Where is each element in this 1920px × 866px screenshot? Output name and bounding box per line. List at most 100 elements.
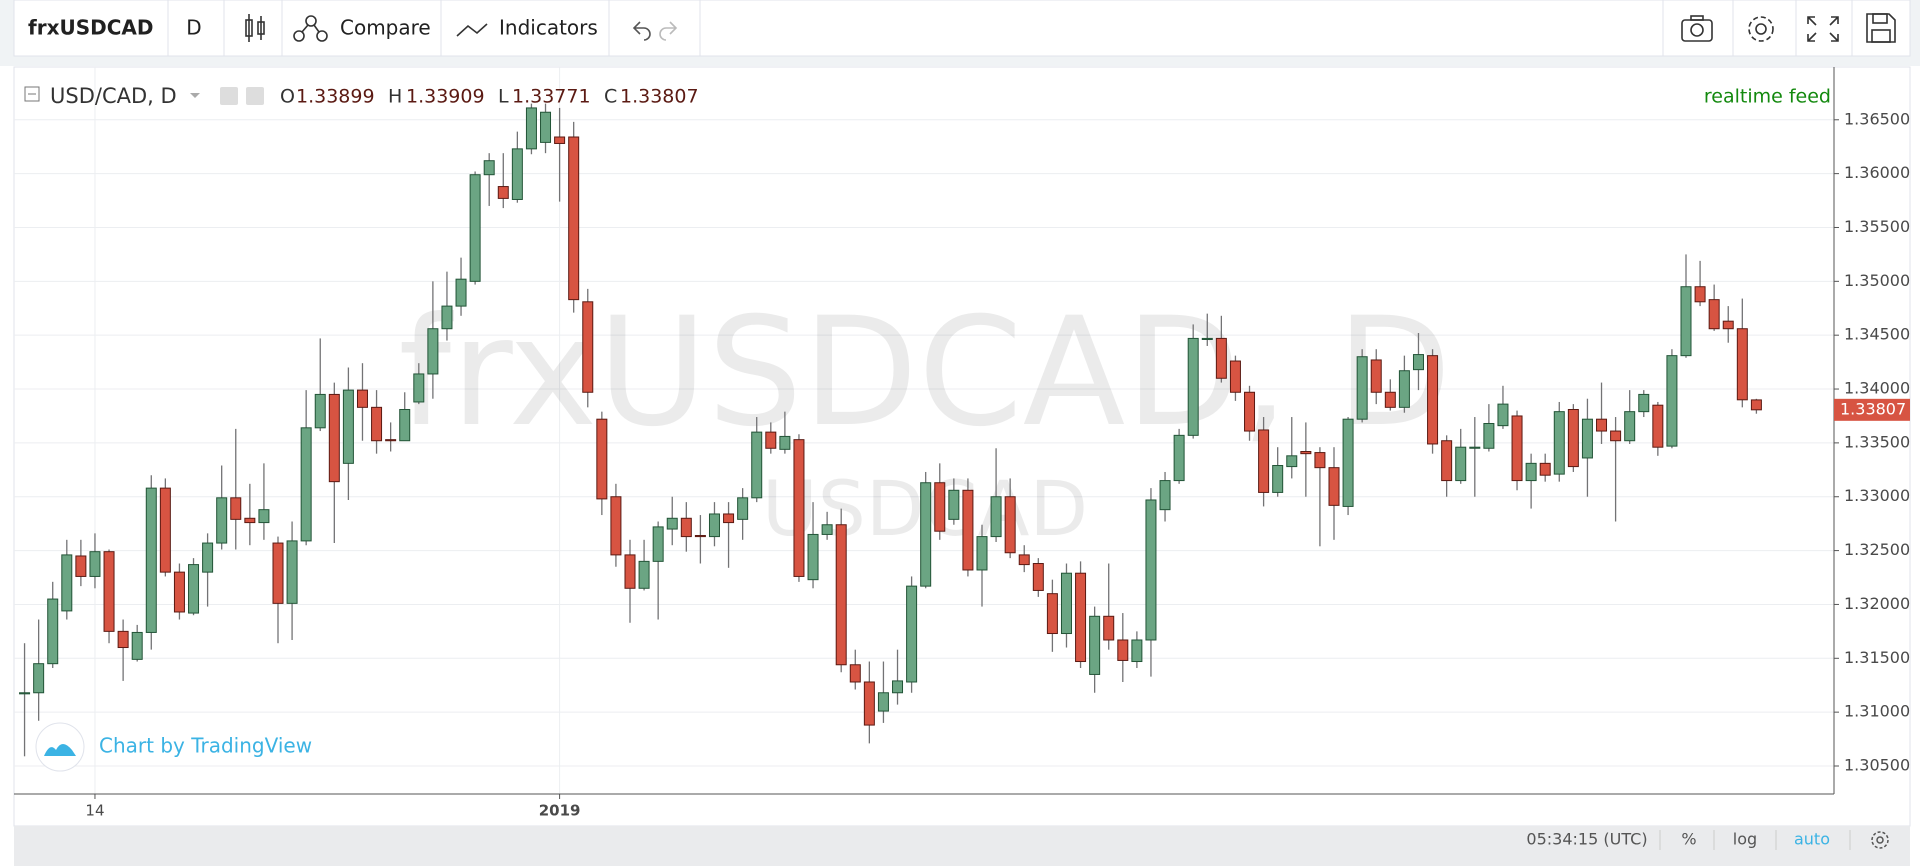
candle-body (1131, 639, 1143, 663)
series-menu[interactable] (190, 93, 200, 98)
candle-body (216, 497, 228, 544)
candle-body (1722, 320, 1734, 330)
x-tick-label: 2019 (539, 802, 581, 820)
candle-body (906, 585, 918, 683)
snapshot-button[interactable] (1681, 15, 1713, 42)
undo-button[interactable] (632, 21, 651, 41)
candle-body (849, 664, 861, 683)
save-button[interactable] (1866, 13, 1896, 43)
candle-body (511, 148, 523, 200)
auto-toggle[interactable]: auto (1794, 830, 1830, 849)
candle-body (1441, 440, 1453, 482)
candle-body (173, 571, 185, 613)
watermark: frxUSDCAD, D (398, 286, 1451, 460)
legend-label: L (498, 86, 509, 108)
legend-value: 1.33899 (296, 86, 375, 108)
candle-body (1060, 572, 1072, 635)
y-tick-label: 1.31000 (1844, 702, 1910, 721)
candle-body (497, 186, 509, 199)
candle-body (1680, 286, 1692, 357)
candle-body (1229, 360, 1241, 393)
y-tick-label: 1.35500 (1844, 217, 1910, 236)
settings-button[interactable] (1748, 16, 1774, 42)
percent-toggle[interactable]: % (1681, 830, 1696, 849)
candle-body (1497, 403, 1509, 427)
candle-body (61, 554, 73, 612)
y-tick-label: 1.32500 (1844, 540, 1910, 559)
legend-value: 1.33807 (620, 86, 699, 108)
compare-icon[interactable] (293, 15, 328, 42)
candle-body (413, 373, 425, 403)
candle-body (1089, 615, 1101, 675)
candle-body (1075, 572, 1087, 663)
candle-body (1187, 337, 1199, 436)
candle-body (1300, 451, 1312, 455)
candle-body (1286, 455, 1298, 468)
candle-body (1258, 429, 1270, 493)
indicators-button[interactable]: Indicators (499, 16, 598, 40)
compare-button[interactable]: Compare (340, 16, 431, 40)
interval-button[interactable]: D (186, 16, 201, 40)
toolbar (13, 0, 1911, 57)
chart-style-button[interactable] (245, 14, 265, 42)
candle-body (807, 533, 819, 581)
candle-body (131, 631, 143, 660)
log-toggle[interactable]: log (1733, 830, 1757, 849)
candle-body (765, 431, 777, 449)
candle-body (1117, 639, 1129, 661)
indicators-icon[interactable] (456, 23, 488, 37)
scale-settings[interactable] (1871, 831, 1889, 849)
candle-body (342, 389, 354, 464)
candle-body (258, 509, 270, 524)
candle-body (948, 489, 960, 520)
candle-body (821, 524, 833, 535)
candle-body (737, 497, 749, 520)
candle-body (638, 560, 650, 589)
candle-body (1032, 563, 1044, 591)
y-tick-label: 1.30500 (1844, 755, 1910, 774)
candle-body (1103, 615, 1115, 641)
candle-body (1736, 328, 1748, 401)
y-tick-label: 1.35000 (1844, 271, 1910, 290)
visibility-button[interactable] (220, 87, 238, 105)
candle-body (877, 692, 889, 712)
candle-body (1596, 418, 1608, 432)
grid (14, 67, 1834, 794)
candle-body (145, 487, 157, 633)
candle-body (1567, 408, 1579, 468)
candle-body (1511, 415, 1523, 482)
candle-body (723, 513, 735, 524)
candle-body (1427, 355, 1439, 445)
status-label: realtime feed (1704, 86, 1831, 108)
candle-body (159, 487, 171, 573)
candle-body (666, 517, 678, 530)
candle-body (1539, 462, 1551, 476)
candle-body (441, 305, 453, 330)
candle-body (1018, 554, 1030, 566)
candle-body (1244, 391, 1256, 432)
candle-body (244, 517, 256, 524)
redo-button[interactable] (659, 21, 678, 41)
candle-body (568, 136, 580, 301)
y-tick-label: 1.33500 (1844, 432, 1910, 451)
collapse-button[interactable] (24, 86, 40, 102)
fullscreen-button[interactable] (1807, 16, 1839, 42)
branding-link[interactable]: Chart by TradingView (99, 734, 312, 758)
candle-body (863, 681, 875, 726)
candle-body (892, 680, 904, 694)
candle-body (1624, 411, 1636, 442)
candle-body (1046, 593, 1058, 635)
candle-body (371, 406, 383, 442)
candle-body (230, 497, 242, 520)
candle-body (19, 692, 31, 695)
y-tick-label: 1.36000 (1844, 163, 1910, 182)
candle-body (624, 554, 636, 589)
candle-body (1708, 299, 1720, 330)
candle-body (483, 160, 495, 176)
candle-body (554, 136, 566, 144)
candle-body (835, 524, 847, 666)
symbol-button[interactable]: frxUSDCAD (28, 16, 153, 40)
settings-small-button[interactable] (246, 87, 264, 105)
candle-body (89, 551, 101, 577)
legend-label: O (280, 86, 295, 108)
